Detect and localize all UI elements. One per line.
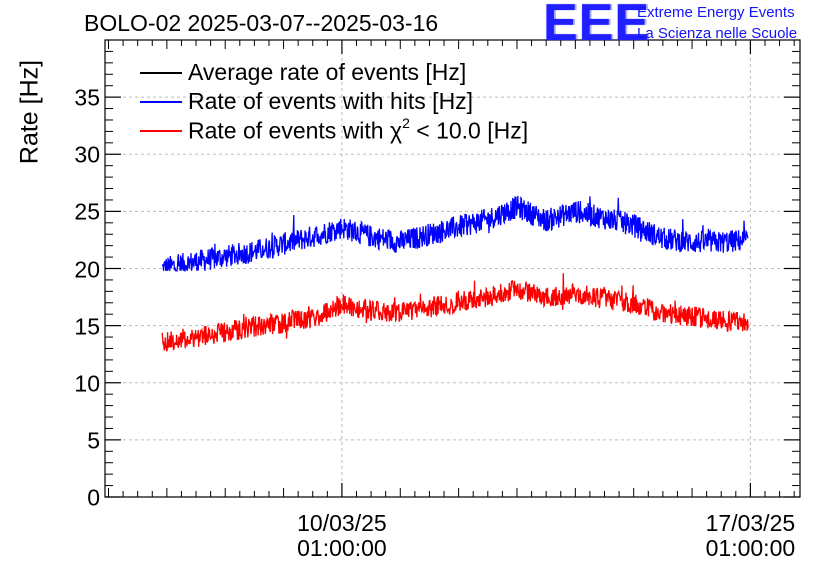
eee-logo: EEE (543, 0, 651, 52)
axis-ticks (105, 40, 800, 498)
legend-label-average: Average rate of events [Hz] (188, 59, 467, 85)
legend: Average rate of events [Hz] Rate of even… (140, 58, 528, 145)
legend-item-hits: Rate of events with hits [Hz] (140, 87, 528, 116)
y-tick-label: 20 (74, 256, 100, 282)
y-tick-label: 30 (74, 141, 100, 168)
legend-swatch-chi2 (140, 129, 182, 132)
y-tick-label: 15 (74, 313, 100, 340)
legend-label-chi2: Rate of events with χ2 < 10.0 [Hz] (188, 114, 529, 145)
y-axis-label: Rate [Hz] (15, 59, 44, 165)
y-tick-label: 0 (87, 484, 100, 511)
series-line-hits (161, 195, 749, 272)
x-tick-label: 10/03/25 01:00:00 (297, 511, 387, 561)
series-layer (161, 195, 749, 352)
legend-item-chi2: Rate of events with χ2 < 10.0 [Hz] (140, 114, 529, 145)
legend-chi2-sup: 2 (402, 114, 410, 131)
x-tick-label: 17/03/25 01:00:00 (706, 511, 796, 561)
tagline-extreme-energy-events: Extreme Energy Events (637, 4, 795, 21)
x-tick-time: 01:00:00 (705, 535, 796, 561)
y-tick-label: 10 (74, 370, 100, 397)
y-tick-label: 5 (87, 427, 100, 454)
legend-swatch-hits (140, 100, 182, 103)
chart-title: BOLO-02 2025-03-07--2025-03-16 (84, 10, 439, 36)
x-tick-date: 17/03/25 (705, 510, 796, 536)
legend-chi2-symbol: χ (390, 117, 403, 144)
legend-label-hits: Rate of events with hits [Hz] (188, 88, 474, 114)
legend-chi2-suffix: < 10.0 [Hz] (409, 117, 529, 144)
y-tick-label: 35 (74, 84, 100, 111)
legend-item-average: Average rate of events [Hz] (140, 58, 528, 87)
x-tick-time: 01:00:00 (297, 535, 387, 561)
y-tick-label: 25 (74, 198, 100, 225)
series-line-chi2 (161, 273, 749, 352)
legend-swatch-average (140, 71, 182, 74)
tagline-la-scienza-nelle-scuole: La Scienza nelle Scuole (637, 25, 798, 42)
legend-chi2-prefix: Rate of events with (188, 117, 390, 144)
x-tick-date: 10/03/25 (297, 510, 387, 536)
